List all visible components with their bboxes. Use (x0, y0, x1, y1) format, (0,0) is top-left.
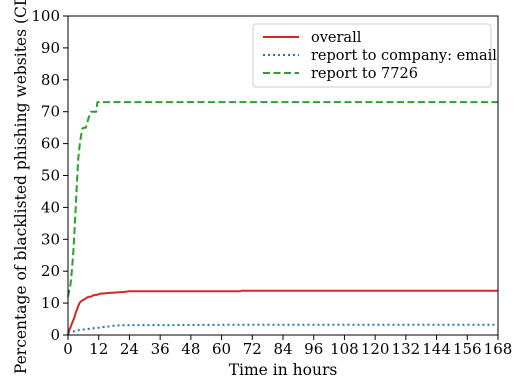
series-layer (67, 101, 498, 336)
legend-label-overall: overall (311, 30, 362, 46)
legend-box (252, 23, 492, 88)
series-line-report-to-company-email (67, 323, 498, 334)
y-tick-label: 80 (41, 71, 60, 89)
y-tick-label: 70 (41, 103, 60, 121)
x-tick-label: 96 (304, 340, 323, 358)
y-tick-label: 20 (41, 262, 60, 280)
y-tick-label: 10 (41, 294, 60, 312)
x-tick-label: 48 (181, 340, 200, 358)
y-tick-label: 100 (31, 7, 60, 25)
plot-frame (67, 15, 499, 336)
series-line-overall (67, 289, 498, 336)
legend-label-report-to-7726: report to 7726 (311, 66, 418, 82)
x-tick-label: 36 (151, 340, 170, 358)
y-tick-label: 0 (50, 326, 60, 344)
x-tick-label: 72 (243, 340, 262, 358)
y-tick-label: 30 (41, 230, 60, 248)
y-tick-label: 90 (41, 39, 60, 57)
x-tick-label: 24 (120, 340, 139, 358)
x-tick-label: 12 (89, 340, 108, 358)
x-tick-label: 156 (453, 340, 482, 358)
y-axis-title: Percentage of blacklisted phishing websi… (12, 0, 30, 374)
x-tick-label: 132 (392, 340, 421, 358)
x-tick-label: 144 (422, 340, 451, 358)
x-tick-label: 84 (273, 340, 292, 358)
legend: overall report to company: email report … (252, 23, 497, 88)
x-tick-label: 168 (484, 340, 513, 358)
y-tick-label: 60 (41, 135, 60, 153)
x-tick-label: 120 (361, 340, 390, 358)
x-tick-label: 0 (63, 340, 73, 358)
x-axis-title: Time in hours (229, 361, 338, 379)
x-tick-label: 108 (330, 340, 359, 358)
series-line-report-to-7726 (67, 101, 498, 297)
y-tick-label: 40 (41, 198, 60, 216)
y-tick-label: 50 (41, 167, 60, 185)
legend-label-report-to-company-email: report to company: email (311, 48, 497, 64)
x-tick-label: 60 (212, 340, 231, 358)
ticks-layer: 0 12 24 36 48 60 72 84 96 108 120 132 144 156 168 0 10 20… (31, 7, 512, 358)
